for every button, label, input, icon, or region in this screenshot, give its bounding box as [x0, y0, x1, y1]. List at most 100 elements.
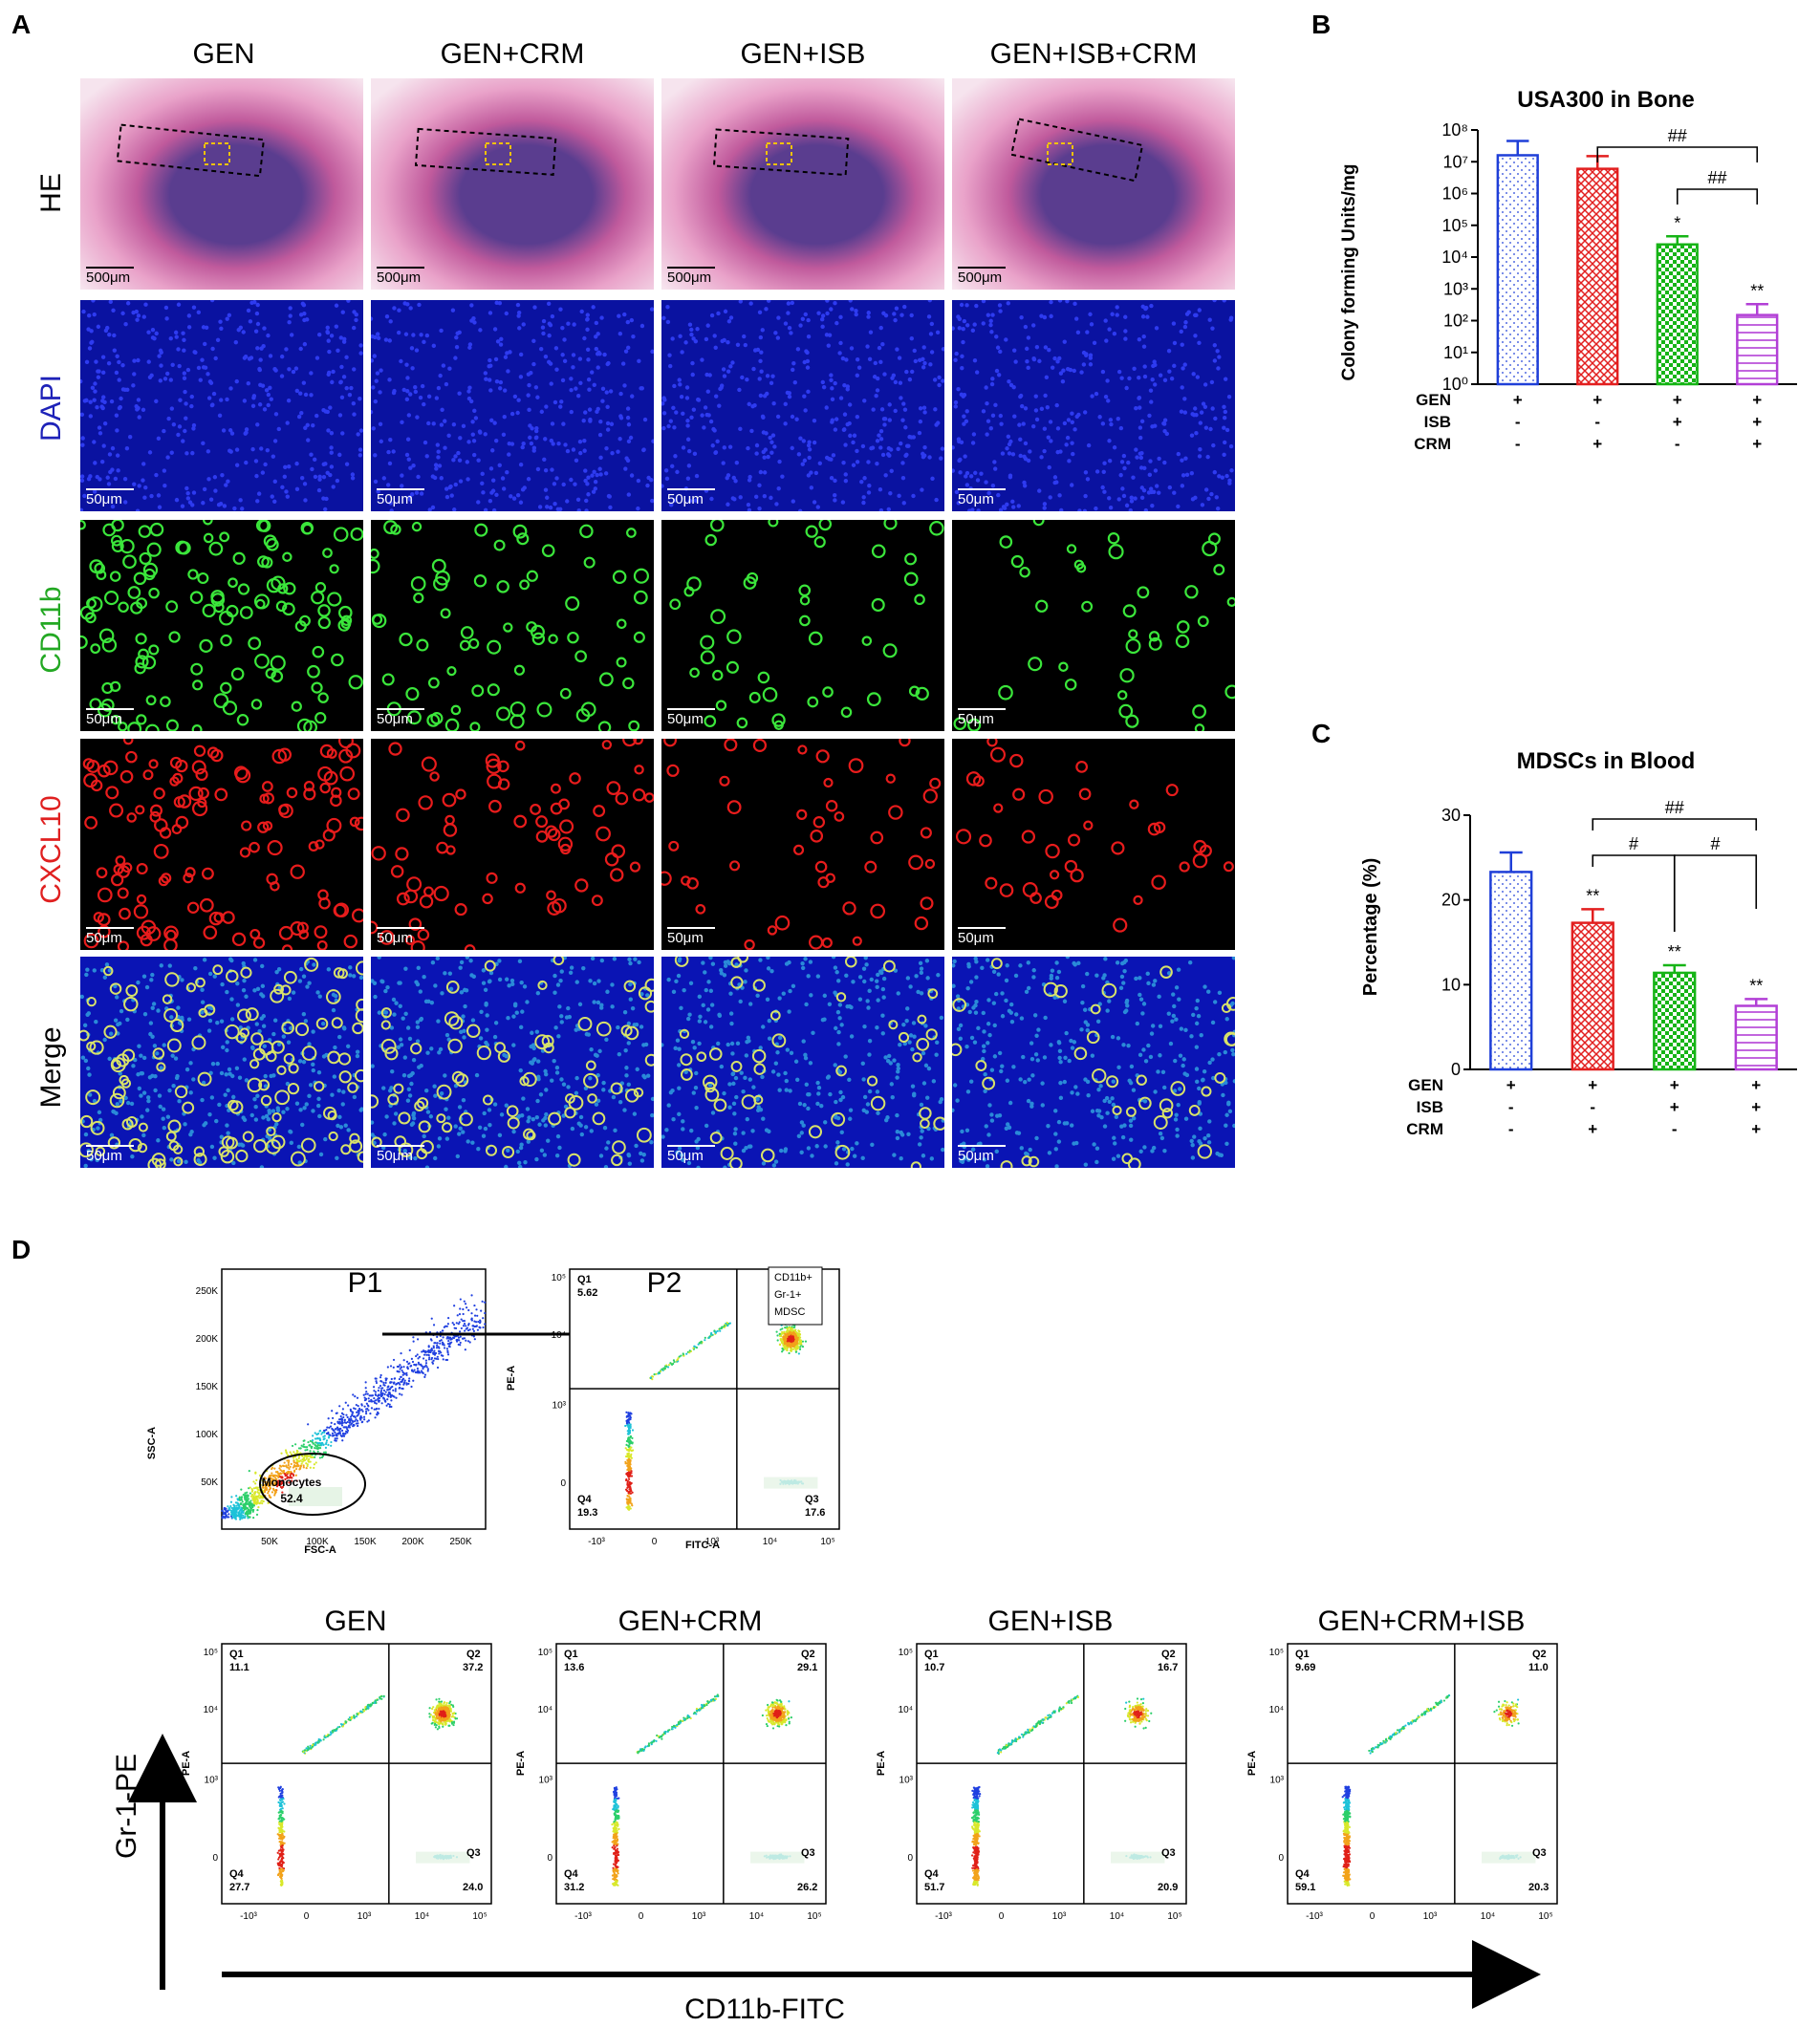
- event-dot: [795, 1331, 798, 1334]
- event-dot: [427, 1358, 431, 1361]
- event-dot: [279, 1883, 283, 1886]
- event-dot: [616, 1857, 618, 1860]
- event-dot: [307, 1423, 310, 1426]
- event-dot: [670, 1363, 673, 1366]
- event-dot: [315, 1433, 318, 1436]
- event-dot: [470, 1319, 473, 1322]
- event-dot: [417, 1357, 420, 1360]
- y-tick-label: 10¹: [1443, 343, 1468, 362]
- event-dot: [698, 1342, 701, 1345]
- event-dot: [975, 1796, 979, 1799]
- event-dot: [344, 1430, 348, 1433]
- event-dot: [790, 1340, 792, 1343]
- x-tick-label: 10⁵: [472, 1911, 487, 1922]
- event-dot: [318, 1430, 321, 1433]
- x-tick-label: 250K: [449, 1537, 472, 1547]
- event-dot: [435, 1347, 439, 1349]
- event-dot: [783, 1712, 786, 1714]
- design-row-label: ISB: [1424, 413, 1451, 431]
- event-dot: [473, 1304, 476, 1307]
- event-dot: [244, 1501, 248, 1504]
- event-dot: [416, 1367, 420, 1370]
- event-dot: [429, 1714, 432, 1716]
- event-dot: [768, 1720, 771, 1723]
- event-dot: [282, 1836, 285, 1839]
- event-dot: [408, 1380, 411, 1383]
- event-dot: [788, 1351, 791, 1355]
- event-dot: [977, 1812, 980, 1815]
- event-dot: [306, 1448, 309, 1452]
- event-dot: [978, 1795, 981, 1798]
- event-dot: [464, 1303, 467, 1305]
- quadrant-value: 26.2: [797, 1882, 817, 1893]
- event-dot: [281, 1842, 285, 1844]
- y-tick-label: 20: [1441, 891, 1461, 910]
- event-dot: [306, 1464, 309, 1468]
- event-dot: [795, 1342, 799, 1345]
- event-dot: [240, 1506, 243, 1509]
- event-dot: [433, 1719, 436, 1722]
- event-dot: [978, 1790, 981, 1793]
- event-dot: [274, 1471, 278, 1474]
- event-dot: [765, 1709, 768, 1712]
- event-dot: [438, 1707, 441, 1710]
- column-title: GEN+ISB+CRM: [989, 38, 1198, 70]
- event-dot: [277, 1818, 280, 1821]
- event-dot: [627, 1500, 630, 1503]
- event-dot: [229, 1509, 233, 1512]
- bar: [1571, 921, 1614, 1071]
- quadrant-name: Q1: [229, 1649, 244, 1660]
- event-dot: [446, 1353, 450, 1356]
- event-dot: [448, 1724, 451, 1727]
- event-dot: [367, 1397, 370, 1400]
- event-dot: [279, 1794, 282, 1797]
- event-dot: [280, 1479, 283, 1482]
- event-dot: [300, 1444, 303, 1447]
- bar: [1576, 167, 1619, 386]
- event-dot: [974, 1844, 977, 1846]
- chart-title: MDSCs in Blood: [1517, 748, 1696, 774]
- event-dot: [786, 1714, 790, 1716]
- event-dot: [464, 1348, 466, 1351]
- event-dot: [367, 1409, 370, 1412]
- event-dot: [252, 1492, 256, 1495]
- event-dot: [273, 1479, 276, 1482]
- event-dot: [280, 1452, 283, 1455]
- event-dot: [221, 1517, 224, 1520]
- scale-bar: [86, 1145, 134, 1147]
- event-dot: [280, 1798, 283, 1801]
- design-mark: -: [1515, 435, 1521, 453]
- event-dot: [629, 1456, 632, 1458]
- event-dot: [422, 1368, 424, 1370]
- event-dot: [367, 1405, 370, 1408]
- q3-gate-box: [416, 1851, 470, 1864]
- event-dot: [313, 1466, 315, 1470]
- event-dot: [426, 1369, 429, 1372]
- scale-bar: [667, 927, 715, 929]
- event-dot: [251, 1506, 254, 1509]
- significance-mark: **: [1668, 942, 1681, 961]
- y-axis-label: Percentage (%): [1360, 858, 1381, 997]
- event-dot: [287, 1461, 290, 1464]
- event-dot: [326, 1426, 329, 1429]
- event-dot: [301, 1457, 304, 1461]
- event-dot: [615, 1832, 618, 1835]
- x-tick-label: 50K: [261, 1537, 278, 1547]
- event-dot: [412, 1336, 415, 1339]
- event-dot: [257, 1492, 261, 1495]
- y-tick-label: 10⁵: [1442, 216, 1468, 235]
- event-dot: [281, 1819, 284, 1822]
- event-dot: [788, 1712, 791, 1714]
- event-dot: [675, 1724, 679, 1727]
- event-dot: [294, 1461, 297, 1464]
- significance-bracket: [1592, 818, 1758, 830]
- event-dot: [280, 1817, 283, 1820]
- scale-bar: [958, 927, 1006, 929]
- event-dot: [406, 1366, 409, 1369]
- event-dot: [259, 1501, 262, 1504]
- event-dot: [292, 1466, 294, 1469]
- event-dot: [719, 1329, 722, 1332]
- event-dot: [444, 1721, 447, 1724]
- event-dot: [351, 1412, 354, 1415]
- event-dot: [254, 1486, 258, 1489]
